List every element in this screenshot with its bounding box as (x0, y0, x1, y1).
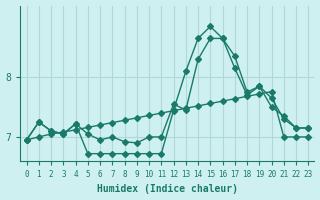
X-axis label: Humidex (Indice chaleur): Humidex (Indice chaleur) (97, 184, 238, 194)
